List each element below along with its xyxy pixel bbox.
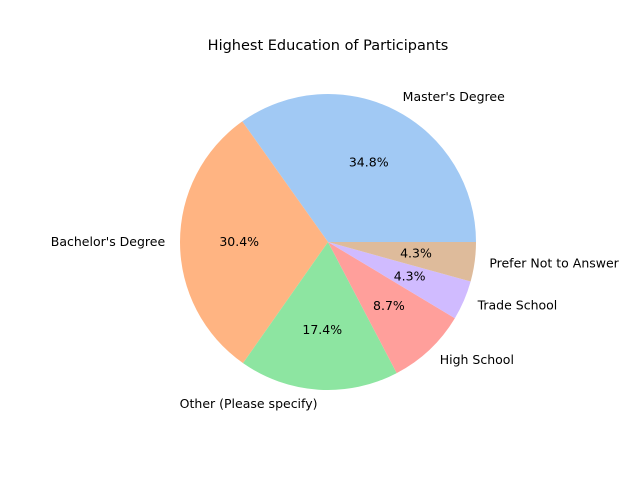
slice-percent-label: 4.3% — [394, 269, 426, 284]
pie-slice-high-school — [328, 242, 455, 374]
slice-percent-label: 30.4% — [219, 234, 259, 249]
slice-percent-label: 8.7% — [373, 298, 405, 313]
slice-label: Prefer Not to Answer — [489, 255, 619, 270]
pie-slice-prefer-not-to-answer — [328, 242, 476, 282]
pie-slice-master-s-degree — [242, 94, 477, 242]
slice-label: Master's Degree — [403, 89, 505, 104]
slice-percent-label: 34.8% — [349, 155, 389, 170]
pie-slice-bachelor-s-degree — [180, 121, 328, 364]
chart-title: Highest Education of Participants — [208, 38, 449, 54]
pie-slices — [180, 94, 477, 390]
slice-percent-label: 4.3% — [400, 245, 432, 260]
pie-slice-trade-school — [328, 242, 471, 319]
slice-label: Trade School — [477, 298, 558, 313]
slice-label: Other (Please specify) — [180, 396, 318, 411]
pie-slice-other-please-specify — [243, 242, 397, 390]
slice-label: Bachelor's Degree — [51, 234, 166, 249]
slice-label: High School — [440, 352, 514, 367]
percent-labels: 34.8% 30.4% 17.4% 8.7% 4.3% 4.3% — [219, 155, 432, 338]
slice-labels: Master's Degree Bachelor's Degree Other (P… — [51, 89, 620, 411]
slice-percent-label: 17.4% — [302, 322, 342, 337]
